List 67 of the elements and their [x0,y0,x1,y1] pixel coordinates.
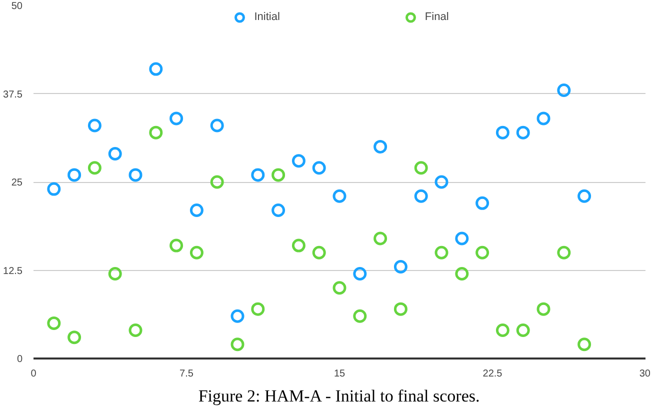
point [476,196,490,210]
point [434,175,448,189]
point [190,246,204,260]
y-tick-label: 25 [11,178,23,188]
point [578,189,592,203]
point [353,309,367,323]
x-tick-label: 7.5 [180,368,194,380]
point [230,309,244,323]
point [414,189,428,203]
point [272,168,286,182]
point [47,316,61,330]
x-tick-label: 22.5 [482,368,503,380]
point [210,118,224,132]
point [128,168,142,182]
x-tick-label: 0 [30,368,37,380]
point [312,161,326,175]
point [210,175,224,189]
point [68,168,82,182]
point [149,62,163,76]
point [496,324,510,337]
point [536,302,550,316]
point [251,302,265,316]
point [68,330,82,344]
point [251,168,265,182]
point [455,267,469,281]
point [455,232,469,246]
point [557,83,571,97]
y-tick-label: 37.5 [3,89,23,100]
point [332,281,346,295]
point [496,126,510,140]
point [149,126,163,140]
point [374,232,388,246]
point [516,126,530,140]
x-tick-label: 30 [639,368,651,380]
point [230,338,244,352]
point [170,112,184,126]
point [292,238,306,252]
point [476,246,490,260]
y-tick-label: 50 [11,1,23,12]
point [536,112,550,126]
point [88,118,102,132]
point [170,238,184,252]
y-tick-label: 12.5 [3,266,23,277]
point [374,140,388,154]
point [434,246,448,260]
point [88,161,102,175]
point [516,324,530,337]
x-tick-label: 15 [334,368,346,380]
legend-label: Initial [254,11,280,23]
point [394,260,408,274]
point [312,246,326,260]
legend-label: Final [424,11,449,23]
point [578,338,592,352]
point [108,267,122,281]
point [414,161,428,175]
point [557,246,571,260]
point [128,324,142,337]
point [292,154,306,168]
point [332,189,346,203]
caption: Figure 2: HAM-A - Initial to final scores. [198,386,480,406]
y-tick-label: 0 [16,354,23,365]
point [394,302,408,316]
point [353,267,367,281]
point [272,204,286,217]
point [108,147,122,160]
point [190,204,204,217]
point [47,182,61,196]
